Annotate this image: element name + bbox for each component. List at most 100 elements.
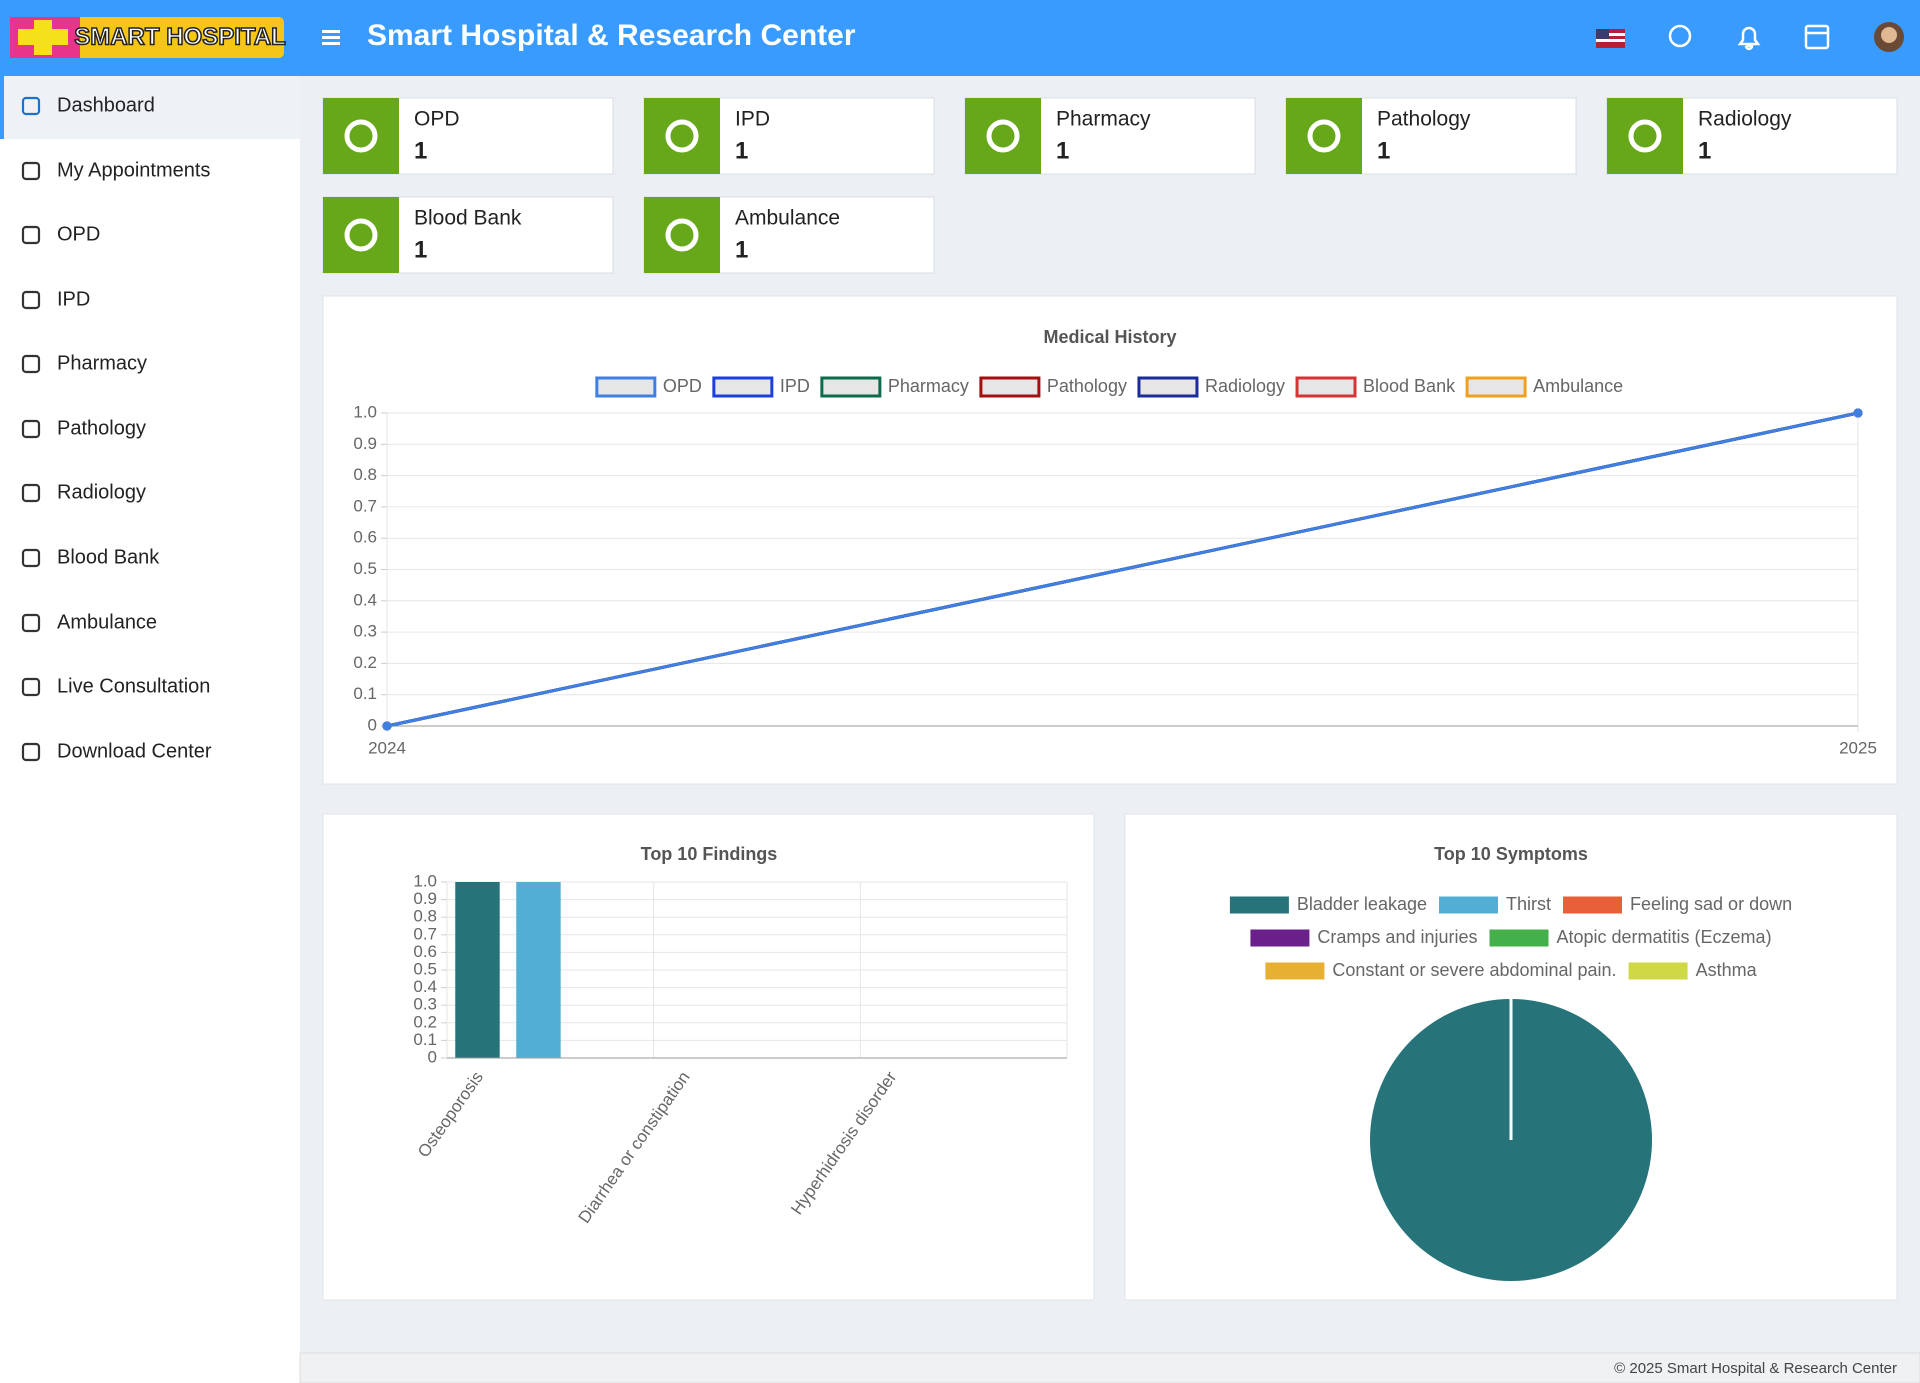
- notification-icon[interactable]: [1737, 26, 1761, 51]
- sidebar-item[interactable]: Dashboard: [21, 94, 155, 116]
- legend-item[interactable]: Pharmacy: [820, 376, 969, 398]
- legend-label: OPD: [663, 376, 702, 396]
- sidebar-item[interactable]: My Appointments: [21, 159, 210, 181]
- legend-item[interactable]: Pathology: [979, 376, 1127, 398]
- y-tick-label: 0.8: [413, 907, 437, 926]
- calendar: [1804, 24, 1830, 50]
- whatsapp-icon[interactable]: [1668, 24, 1692, 48]
- sidebar-item[interactable]: Pharmacy: [21, 352, 147, 374]
- legend-item[interactable]: Constant or severe abdominal pain.: [1265, 960, 1617, 980]
- y-tick-label: 0.6: [413, 942, 437, 961]
- legend-swatch: [1439, 896, 1498, 914]
- card-value: 1: [414, 137, 427, 164]
- legend-swatch: [1628, 962, 1688, 980]
- y-tick-label: 0.3: [353, 622, 377, 641]
- legend-item[interactable]: Ambulance: [1465, 376, 1623, 398]
- legend-swatch: [820, 376, 882, 398]
- logo[interactable]: SMART HOSPITAL: [10, 17, 287, 58]
- legend-item[interactable]: Cramps and injuries: [1250, 927, 1478, 947]
- sidebar-item[interactable]: Blood Bank: [21, 546, 160, 568]
- legend-item[interactable]: Bladder leakage: [1229, 894, 1427, 914]
- sidebar-item[interactable]: Live Consultation: [21, 675, 210, 697]
- stat-card[interactable]: OPD 1: [322, 97, 614, 175]
- avatar-face: [1881, 27, 1897, 43]
- card-label: OPD: [414, 108, 460, 131]
- app-title: Smart Hospital & Research Center: [367, 19, 856, 52]
- legend-label: Feeling sad or down: [1630, 894, 1792, 914]
- card-value: 1: [1698, 137, 1711, 164]
- card-icon: [1307, 119, 1341, 153]
- legend-label: Ambulance: [1533, 376, 1623, 396]
- legend-label: Thirst: [1506, 894, 1551, 914]
- legend-item[interactable]: IPD: [712, 376, 810, 398]
- y-tick-label: 1.0: [353, 402, 377, 421]
- legend-item[interactable]: Thirst: [1439, 894, 1551, 914]
- card-icon-bg: [323, 197, 399, 273]
- card-label: Blood Bank: [414, 207, 522, 230]
- card-icon: [1628, 119, 1662, 153]
- legend-swatch: [1465, 376, 1527, 398]
- card-icon: [344, 119, 378, 153]
- sidebar-item[interactable]: Radiology: [21, 481, 146, 503]
- sidebar-label: My Appointments: [57, 159, 210, 181]
- footer: [299, 1352, 1920, 1383]
- y-tick-label: 0.6: [353, 528, 377, 547]
- card-label: IPD: [735, 108, 770, 131]
- y-tick-label: 0.1: [353, 684, 377, 703]
- sidebar-label: Live Consultation: [57, 675, 210, 697]
- legend-swatch: [1137, 376, 1199, 398]
- sidebar-item[interactable]: OPD: [21, 223, 100, 245]
- legend-label: IPD: [780, 376, 810, 396]
- stat-card[interactable]: Pharmacy 1: [964, 97, 1256, 175]
- calendar-icon[interactable]: [1804, 24, 1830, 50]
- legend-item[interactable]: Atopic dermatitis (Eczema): [1489, 927, 1772, 947]
- stat-card[interactable]: Radiology 1: [1606, 97, 1898, 175]
- legend-label: Asthma: [1696, 960, 1758, 980]
- y-tick-label: 0.7: [413, 924, 437, 943]
- card-label: Pharmacy: [1056, 108, 1151, 131]
- sidebar-label: Pharmacy: [57, 352, 147, 374]
- legend-label: Pharmacy: [888, 376, 969, 396]
- sidebar-label: OPD: [57, 223, 100, 245]
- menu-bar: [322, 36, 340, 39]
- logo-cross: [18, 29, 68, 45]
- stat-card[interactable]: Pathology 1: [1285, 97, 1577, 175]
- card-label: Pathology: [1377, 108, 1471, 131]
- sidebar-item[interactable]: Pathology: [21, 417, 146, 439]
- avatar[interactable]: [1874, 22, 1904, 52]
- legend-item[interactable]: OPD: [595, 376, 702, 398]
- stat-card[interactable]: IPD 1: [643, 97, 935, 175]
- data-point: [382, 721, 392, 731]
- language-flag[interactable]: [1596, 29, 1625, 48]
- sidebar-icon: [21, 96, 41, 116]
- legend-label: Pathology: [1047, 376, 1127, 396]
- sidebar-item[interactable]: Ambulance: [21, 611, 157, 633]
- y-tick-label: 0.4: [413, 977, 437, 996]
- sidebar-label: Pathology: [57, 417, 146, 439]
- y-tick-label: 1.0: [413, 871, 437, 890]
- y-tick-label: 0.2: [413, 1012, 437, 1031]
- y-tick-label: 0.2: [353, 653, 377, 672]
- legend-item[interactable]: Blood Bank: [1295, 376, 1456, 398]
- x-tick-label: 2025: [1839, 738, 1877, 757]
- legend-swatch: [1563, 896, 1622, 914]
- card-icon: [986, 119, 1020, 153]
- chart-title: Medical History: [1043, 327, 1176, 347]
- card-icon-bg: [965, 98, 1041, 174]
- stat-card[interactable]: Ambulance 1: [643, 196, 935, 274]
- legend-item[interactable]: Feeling sad or down: [1563, 894, 1792, 914]
- sidebar-icon: [21, 225, 41, 245]
- flag-stripe: [1596, 39, 1625, 42]
- sidebar-active: [0, 76, 300, 139]
- y-tick-label: 0.1: [413, 1030, 437, 1049]
- sidebar-item[interactable]: Download Center: [21, 740, 212, 762]
- sidebar-item[interactable]: IPD: [21, 288, 90, 310]
- legend-item[interactable]: Radiology: [1137, 376, 1285, 398]
- legend-item[interactable]: Asthma: [1628, 960, 1758, 980]
- card-label: Radiology: [1698, 108, 1792, 131]
- legend-swatch: [1489, 929, 1549, 947]
- menu-toggle[interactable]: [322, 30, 340, 45]
- sidebar-icon: [21, 419, 41, 439]
- stat-card[interactable]: Blood Bank 1: [322, 196, 614, 274]
